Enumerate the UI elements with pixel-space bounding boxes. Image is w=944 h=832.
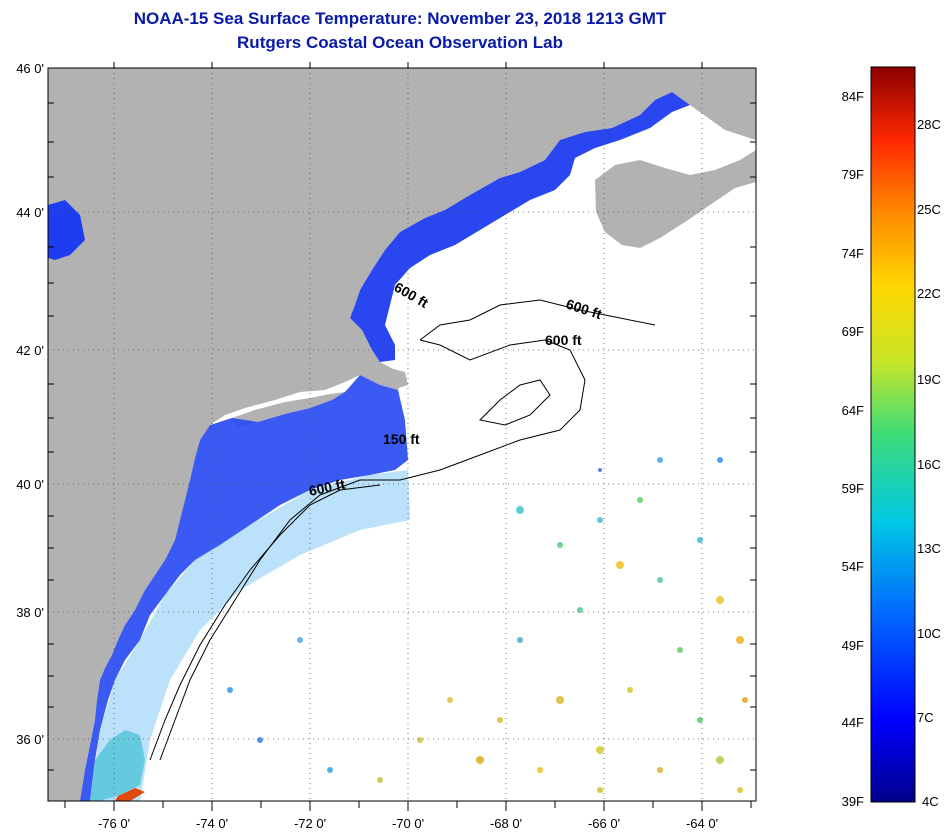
colorbar-bar bbox=[870, 66, 916, 803]
depth-label-shelf-600: 600 ft bbox=[307, 476, 346, 499]
lat-label: 46 0' bbox=[16, 61, 44, 76]
colorbar-f-label: 74F bbox=[842, 246, 864, 261]
colorbar-f-label: 69F bbox=[842, 324, 864, 339]
coastal-water-gulf-maine bbox=[350, 92, 690, 362]
land-nova-scotia bbox=[595, 150, 756, 248]
colorbar-f-label: 39F bbox=[842, 794, 864, 809]
colorbar-c-label: 22C bbox=[917, 286, 941, 301]
contour-shelf bbox=[159, 339, 586, 761]
contour-georges bbox=[478, 379, 551, 426]
lon-label: -68 0' bbox=[490, 816, 522, 831]
coastal-water-south bbox=[90, 730, 145, 801]
map-title: NOAA-15 Sea Surface Temperature: Novembe… bbox=[133, 9, 667, 28]
colorbar-c-label: 28C bbox=[917, 117, 941, 132]
offshore-sst-speckles bbox=[227, 457, 748, 793]
coastal-water-mid-atlantic bbox=[80, 375, 408, 801]
colorbar-f-label: 49F bbox=[842, 638, 864, 653]
map-body: 600 ft 600 ft 600 ft 150 ft 600 ft bbox=[48, 68, 756, 801]
colorbar-f-label: 54F bbox=[842, 559, 864, 574]
colorbar-c-label: 4C bbox=[922, 794, 939, 809]
latitude-labels: 46 0' 44 0' 42 0' 40 0' 38 0' 36 0' bbox=[16, 61, 44, 747]
lat-label: 42 0' bbox=[16, 343, 44, 358]
colorbar-c-label: 16C bbox=[917, 457, 941, 472]
colorbar-c-label: 19C bbox=[917, 372, 941, 387]
map-frame bbox=[47, 67, 757, 802]
lat-label: 36 0' bbox=[16, 732, 44, 747]
lon-label: -76 0' bbox=[98, 816, 130, 831]
colorbar-c-label: 13C bbox=[917, 541, 941, 556]
colorbar-c-label: 7C bbox=[917, 710, 934, 725]
colorbar-f-label: 44F bbox=[842, 715, 864, 730]
colorbar-f-label: 79F bbox=[842, 167, 864, 182]
lat-label: 40 0' bbox=[16, 477, 44, 492]
frame-ticks bbox=[48, 62, 756, 811]
land-cape-cod bbox=[372, 368, 408, 388]
graticule bbox=[48, 68, 756, 801]
land-long-island bbox=[232, 392, 345, 428]
lat-label: 38 0' bbox=[16, 605, 44, 620]
lon-label: -70 0' bbox=[392, 816, 424, 831]
colorbar-c-label: 10C bbox=[917, 626, 941, 641]
depth-label-georges-mid: 600 ft bbox=[545, 332, 582, 348]
lon-label: -66 0' bbox=[588, 816, 620, 831]
colorbar: 84F 79F 74F 69F 64F 59F 54F 49F 44F 39F … bbox=[842, 66, 941, 809]
lon-label: -64 0' bbox=[686, 816, 718, 831]
lake-water bbox=[48, 200, 85, 260]
colorbar-c-label: 25C bbox=[917, 202, 941, 217]
map-subtitle: Rutgers Coastal Ocean Observation Lab bbox=[237, 33, 563, 52]
contour-gulf bbox=[419, 299, 656, 341]
lon-label: -72 0' bbox=[294, 816, 326, 831]
land-mainland bbox=[48, 68, 756, 801]
colorbar-c-labels: 28C 25C 22C 19C 16C 13C 10C 7C 4C bbox=[917, 117, 941, 809]
lon-label: -74 0' bbox=[196, 816, 228, 831]
colorbar-f-labels: 84F 79F 74F 69F 64F 59F 54F 49F 44F 39F bbox=[842, 89, 864, 809]
depth-contours bbox=[149, 299, 656, 761]
colorbar-f-label: 64F bbox=[842, 403, 864, 418]
colorbar-f-label: 84F bbox=[842, 89, 864, 104]
warm-coastal-tip bbox=[115, 788, 145, 801]
colorbar-f-label: 59F bbox=[842, 481, 864, 496]
lat-label: 44 0' bbox=[16, 205, 44, 220]
longitude-labels: -76 0' -74 0' -72 0' -70 0' -68 0' -66 0… bbox=[98, 816, 718, 831]
contour-inner bbox=[149, 484, 381, 761]
depth-label-shelf-150: 150 ft bbox=[383, 431, 420, 447]
